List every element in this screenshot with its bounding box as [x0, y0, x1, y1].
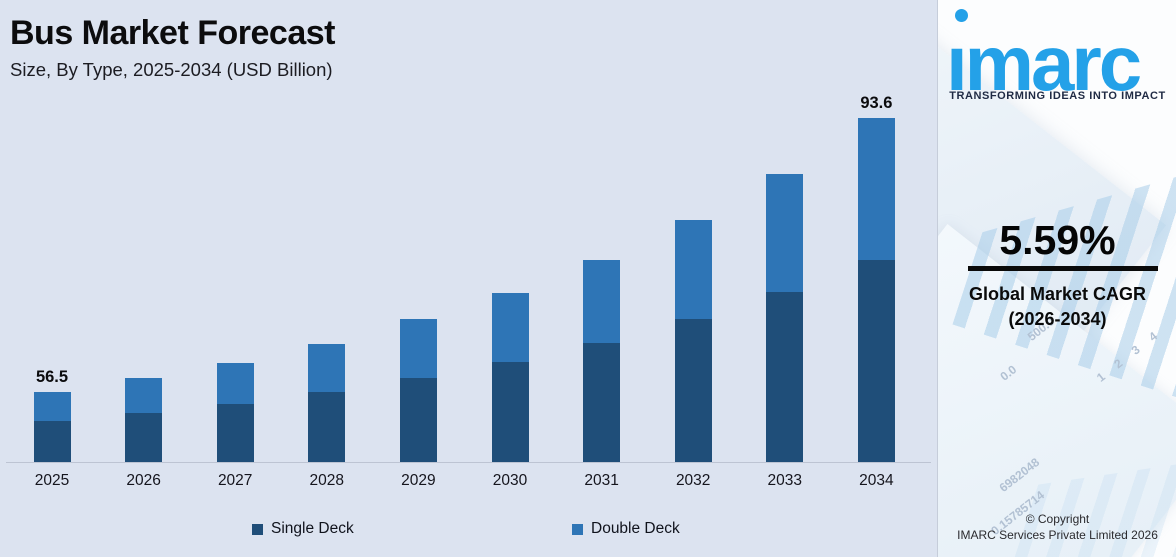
data-label-2034: 93.6 — [860, 93, 893, 112]
bar-2031 — [583, 260, 621, 462]
x-axis-label-2026: 2026 — [126, 472, 161, 489]
legend-swatch-single-deck — [252, 523, 263, 535]
bar-2027 — [216, 363, 254, 462]
x-axis-label-2027: 2027 — [217, 472, 253, 489]
bar-2028 — [308, 344, 346, 462]
logo-wordmark: ımarc — [946, 19, 1142, 107]
chart-subtitle: Size, By Type, 2025-2034 (USD Billion) — [10, 59, 333, 80]
bar-2030 — [491, 293, 529, 462]
legend-swatch-double-deck — [572, 523, 583, 535]
plot-area: 56.5 2025 2026 2027 2028 2029 2030 2031 2032 2033… — [6, 93, 931, 489]
x-axis-label-2025: 2025 — [34, 472, 70, 489]
copyright-line1: © Copyright — [1025, 512, 1090, 526]
bar-2028-double-deck — [308, 344, 346, 392]
bar-2033-single-deck — [766, 292, 804, 462]
bar-2029-single-deck — [399, 378, 437, 462]
legend-label-double-deck: Double Deck — [591, 520, 680, 537]
bar-2030-double-deck — [491, 293, 529, 362]
bar-2031-double-deck — [583, 260, 621, 343]
legend-item-double-deck: Double Deck — [572, 520, 680, 538]
x-axis-label-2031: 2031 — [584, 472, 619, 489]
bar-2029-double-deck — [399, 319, 437, 378]
bar-2025-single-deck — [33, 421, 71, 462]
copyright-line2: IMARC Services Private Limited 2026 — [957, 528, 1158, 543]
x-axis-label-2029: 2029 — [401, 472, 436, 489]
bar-2026-double-deck — [125, 378, 163, 413]
bar-2025-double-deck — [33, 392, 71, 421]
x-axis-label-2032: 2032 — [675, 472, 711, 489]
bar-2025: 56.5 — [33, 367, 71, 462]
bar-2032 — [674, 220, 712, 462]
bar-2029 — [399, 319, 437, 462]
chart-title: Bus Market Forecast — [10, 14, 335, 52]
chart-section: Bus Market Forecast Size, By Type, 2025-… — [6, 14, 931, 538]
bar-2026-single-deck — [125, 413, 163, 462]
x-axis-label-2033: 2033 — [767, 472, 803, 489]
bar-2030-single-deck — [491, 362, 529, 462]
bar-2033-double-deck — [766, 174, 804, 292]
logo-tagline: TRANSFORMING IDEAS INTO IMPACT — [949, 90, 1166, 102]
bar-2034: 93.6 — [857, 93, 895, 462]
logo-i-dot-icon — [955, 9, 968, 22]
cagr-label-line2: (2026-2034) — [1008, 309, 1107, 329]
cagr-label-line1: Global Market CAGR — [968, 284, 1147, 304]
imarc-logo: ımarc TRANSFORMING IDEAS INTO IMPACT — [938, 0, 1176, 110]
bar-2034-double-deck — [857, 118, 895, 260]
data-label-2025: 56.5 — [35, 367, 69, 386]
x-axis-label-2034: 2034 — [859, 472, 894, 489]
x-axis-label-2030: 2030 — [492, 472, 528, 489]
x-axis-label-2028: 2028 — [309, 472, 345, 489]
brand-panel: 500.0 0.0 1 2 3 4 6982048 0.15785714 ıma… — [937, 0, 1176, 557]
bar-2032-double-deck — [674, 220, 712, 319]
bar-2031-single-deck — [583, 343, 621, 462]
bar-2027-single-deck — [216, 404, 254, 462]
bar-2027-double-deck — [216, 363, 254, 404]
copyright-footer: © Copyright IMARC Services Private Limit… — [938, 511, 1176, 543]
bar-2028-single-deck — [308, 392, 346, 462]
legend-label-single-deck: Single Deck — [271, 520, 354, 537]
cagr-value: 5.59% — [999, 217, 1116, 263]
bar-2032-single-deck — [674, 319, 712, 462]
cagr-underline — [968, 266, 1158, 271]
x-axis-line — [6, 462, 931, 463]
bar-2034-single-deck — [857, 260, 895, 462]
bar-2033 — [766, 174, 804, 462]
bar-2026 — [125, 378, 163, 462]
legend-item-single-deck: Single Deck — [252, 520, 354, 538]
